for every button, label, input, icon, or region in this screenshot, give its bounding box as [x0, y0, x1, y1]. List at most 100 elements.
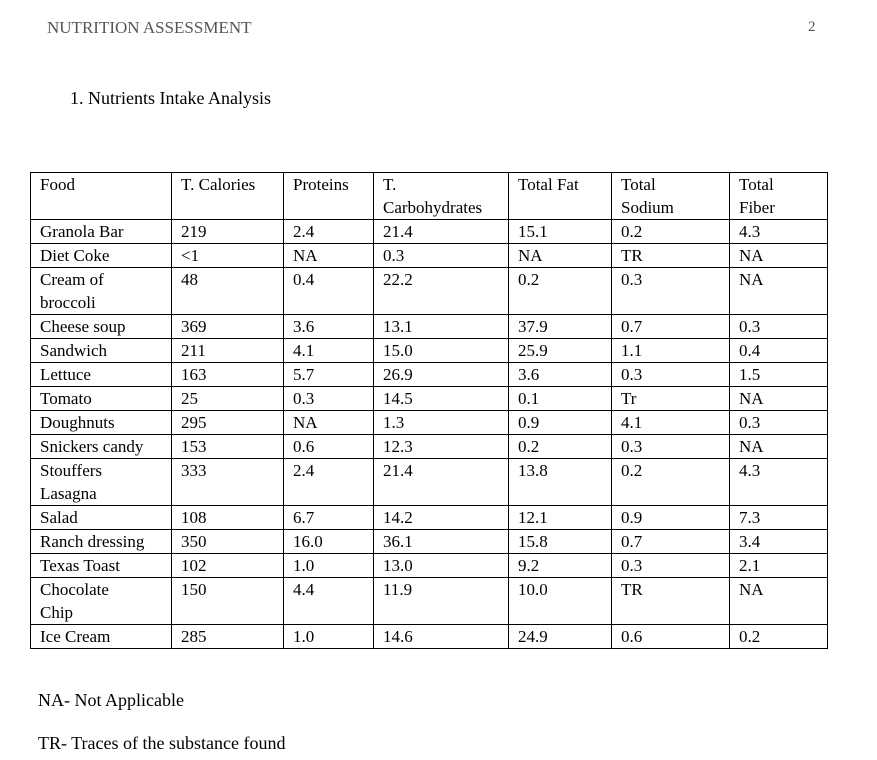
table-cell: 0.2: [611, 219, 730, 244]
cell-text: Chocolate Chip: [40, 580, 109, 622]
table-cell: 285: [171, 624, 284, 649]
footnote: TR- Traces of the substance found: [38, 733, 286, 753]
nutrient-table: Food T. Calories Proteins T. Carbohydrates T…: [30, 172, 828, 649]
cell-text: Total Fat: [518, 175, 579, 194]
header-row: Food T. Calories Proteins T. Carbohydrates T…: [30, 172, 828, 220]
cell-text: 21.4: [383, 222, 413, 241]
cell-text: 10.0: [518, 580, 548, 599]
cell-text: 12.1: [518, 508, 548, 527]
table-cell: Sandwich: [30, 338, 172, 363]
cell-text: <1: [181, 246, 200, 265]
table-cell: NA: [729, 267, 828, 315]
table-cell: 15.0: [373, 338, 509, 363]
cell-text: 0.3: [621, 437, 643, 456]
table-cell: 369: [171, 314, 284, 339]
table-cell: 0.6: [283, 434, 374, 459]
table-cell: 2.1: [729, 553, 828, 578]
table-row: Tomato 25 0.3 14.5 0.1 Tr NA: [30, 386, 828, 411]
cell-text: 5.7: [293, 365, 315, 384]
table-cell: 25.9: [508, 338, 612, 363]
cell-text: NA: [293, 246, 318, 265]
table-cell: 7.3: [729, 505, 828, 530]
cell-text: Total Fiber: [739, 175, 775, 217]
cell-text: Doughnuts: [40, 413, 115, 432]
table-cell: 0.9: [508, 410, 612, 435]
cell-text: 0.4: [739, 341, 761, 360]
table-cell: 0.3: [611, 553, 730, 578]
table-cell: 0.3: [611, 267, 730, 315]
header-cell: T. Carbohydrates: [373, 172, 509, 220]
table-cell: 0.4: [729, 338, 828, 363]
table-cell: 0.3: [611, 434, 730, 459]
cell-text: 102: [181, 556, 207, 575]
header-cell: Food: [30, 172, 172, 220]
table-cell: 3.6: [283, 314, 374, 339]
cell-text: 108: [181, 508, 207, 527]
cell-text: 48: [181, 270, 198, 289]
cell-text: Total Sodium: [621, 175, 674, 217]
table-cell: 13.0: [373, 553, 509, 578]
header-cell: Total Sodium: [611, 172, 730, 220]
cell-text: Diet Coke: [40, 246, 110, 265]
table-row: Chocolate Chip 150 4.4 11.9 10.0 TR NA: [30, 577, 828, 625]
table-cell: 3.6: [508, 362, 612, 387]
cell-text: 15.8: [518, 532, 548, 551]
page-number: 2: [808, 19, 816, 35]
cell-text: 0.4: [293, 270, 315, 289]
table-cell: 5.7: [283, 362, 374, 387]
table-cell: 153: [171, 434, 284, 459]
table-cell: 2.4: [283, 219, 374, 244]
cell-text: 14.2: [383, 508, 413, 527]
table-cell: 48: [171, 267, 284, 315]
table-cell: 15.1: [508, 219, 612, 244]
cell-text: 369: [181, 317, 207, 336]
cell-text: 16.0: [293, 532, 323, 551]
cell-text: 153: [181, 437, 207, 456]
cell-text: 0.2: [621, 461, 643, 480]
cell-text: 9.2: [518, 556, 540, 575]
table-cell: 0.3: [373, 243, 509, 268]
cell-text: Ranch dressing: [40, 532, 145, 551]
table-row: Diet Coke <1 NA 0.3 NA TR NA: [30, 243, 828, 268]
table-cell: Lettuce: [30, 362, 172, 387]
cell-text: 150: [181, 580, 207, 599]
cell-text: 2.1: [739, 556, 761, 575]
table-cell: 4.3: [729, 219, 828, 244]
table-cell: 2.4: [283, 458, 374, 506]
cell-text: NA: [739, 437, 764, 456]
table-cell: 108: [171, 505, 284, 530]
table-cell: Tomato: [30, 386, 172, 411]
table-row: Ranch dressing 350 16.0 36.1 15.8 0.7 3.4: [30, 529, 828, 554]
table-cell: 211: [171, 338, 284, 363]
cell-text: 1.3: [383, 413, 405, 432]
cell-text: 0.3: [383, 246, 405, 265]
table-cell: 0.7: [611, 314, 730, 339]
cell-text: Cream of broccoli: [40, 270, 104, 312]
table-row: Doughnuts 295 NA 1.3 0.9 4.1 0.3: [30, 410, 828, 435]
table-cell: 1.5: [729, 362, 828, 387]
cell-text: NA: [739, 580, 764, 599]
cell-text: 0.3: [621, 365, 643, 384]
table-cell: 4.1: [611, 410, 730, 435]
table-cell: TR: [611, 577, 730, 625]
cell-text: Tomato: [40, 389, 92, 408]
cell-text: 0.2: [621, 222, 643, 241]
table-cell: 24.9: [508, 624, 612, 649]
cell-text: 0.6: [293, 437, 315, 456]
cell-text: 295: [181, 413, 207, 432]
header-cell: Total Fat: [508, 172, 612, 220]
cell-text: 0.9: [518, 413, 540, 432]
cell-text: NA: [739, 389, 764, 408]
table-cell: 350: [171, 529, 284, 554]
table-cell: 0.1: [508, 386, 612, 411]
cell-text: NA: [739, 270, 764, 289]
table-cell: 25: [171, 386, 284, 411]
table-cell: 37.9: [508, 314, 612, 339]
table-cell: NA: [283, 243, 374, 268]
table-cell: 3.4: [729, 529, 828, 554]
cell-text: 0.6: [621, 627, 643, 646]
table-cell: 0.2: [508, 267, 612, 315]
table-cell: Salad: [30, 505, 172, 530]
table-cell: 219: [171, 219, 284, 244]
cell-text: T. Carbohydrates: [383, 175, 483, 217]
